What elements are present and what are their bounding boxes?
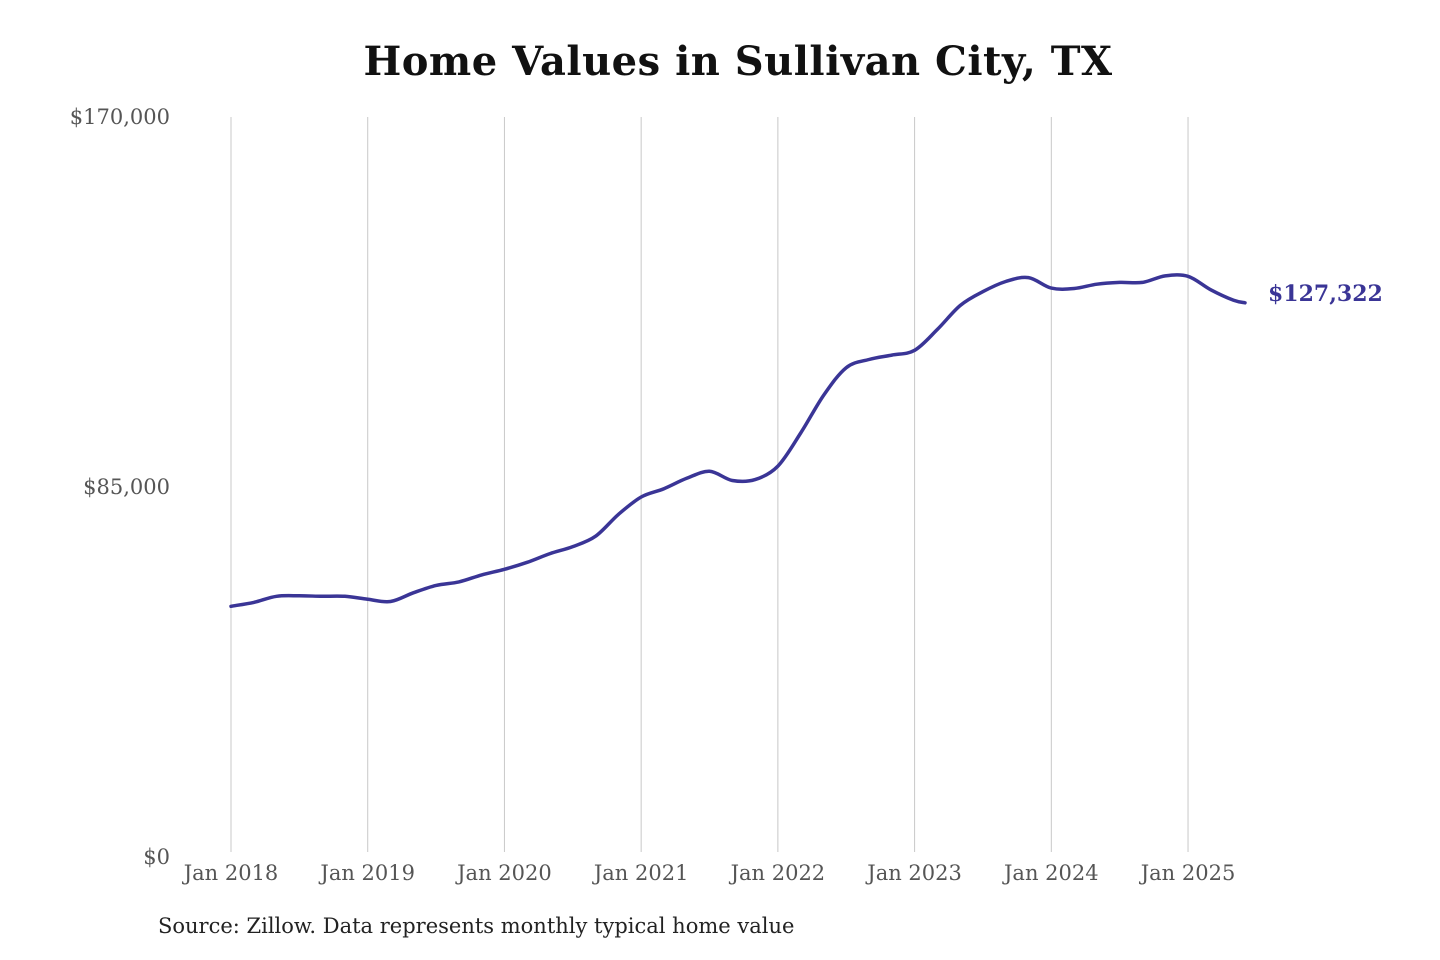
- series-line: [229, 273, 1247, 609]
- x-tick-label: Jan 2019: [318, 861, 415, 885]
- y-axis-ticks: $0 $85,000 $170,000: [70, 105, 170, 869]
- x-tick-label: Jan 2023: [865, 861, 962, 885]
- x-tick-label: Jan 2018: [182, 861, 279, 885]
- chart-title: Home Values in Sullivan City, TX: [363, 38, 1113, 85]
- grid-lines: [230, 117, 1189, 852]
- end-label-layer: $127,322: [1268, 281, 1383, 307]
- y-tick-label: $0: [143, 845, 170, 869]
- end-value-label: $127,322: [1268, 281, 1383, 307]
- x-tick-label: Jan 2022: [729, 861, 826, 885]
- x-axis-ticks: Jan 2018 Jan 2019 Jan 2020 Jan 2021 Jan 2022…: [182, 861, 1236, 885]
- x-tick-label: Jan 2024: [1002, 861, 1099, 885]
- x-tick-label: Jan 2025: [1139, 861, 1236, 885]
- x-tick-label: Jan 2021: [592, 861, 689, 885]
- y-tick-label: $170,000: [70, 105, 170, 129]
- x-tick-label: Jan 2020: [455, 861, 552, 885]
- y-tick-label: $85,000: [83, 475, 170, 499]
- series-layer: [229, 273, 1247, 609]
- chart-area: $0$85,000$170,000 Jan 2018 Jan 2019 Jan 20…: [70, 105, 1383, 885]
- source-note: Source: Zillow. Data represents monthly …: [158, 914, 795, 938]
